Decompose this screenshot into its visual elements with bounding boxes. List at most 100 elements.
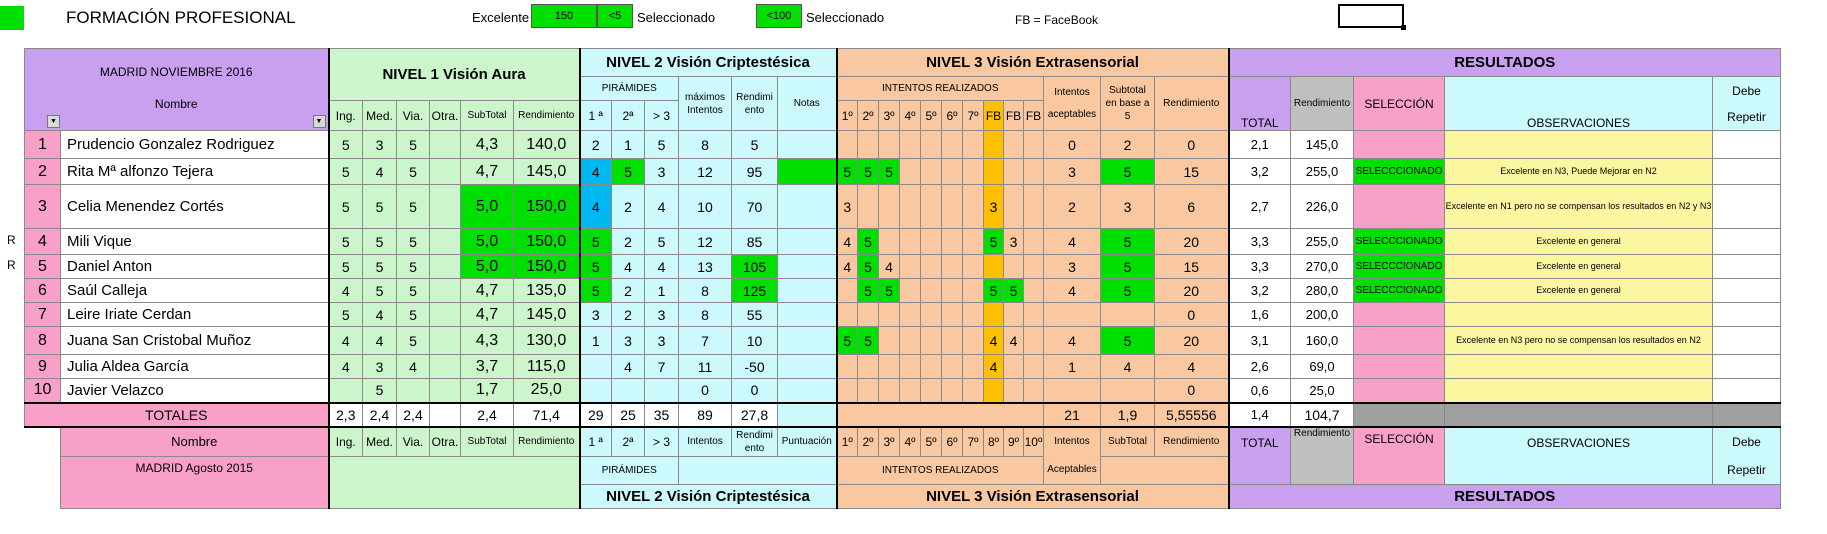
cell-i2[interactable] [857, 354, 879, 379]
cell-i5[interactable] [920, 378, 942, 403]
cell-subtotal[interactable]: 5,0 [460, 228, 514, 255]
cell-via[interactable]: 5 [396, 130, 430, 159]
filter-dropdown-icon[interactable]: ▼ [47, 115, 60, 128]
cell-rend-n3[interactable]: 15 [1154, 158, 1229, 185]
cell-subtotal-n3[interactable]: 5 [1100, 158, 1155, 185]
cell-seleccion[interactable] [1353, 326, 1445, 355]
cell-fb1[interactable] [983, 158, 1004, 185]
cell-med[interactable]: 5 [362, 184, 397, 229]
cell-observaciones[interactable] [1444, 302, 1713, 327]
cell-aceptables[interactable]: 4 [1043, 228, 1101, 255]
cell-subtotal-n3[interactable]: 5 [1100, 254, 1155, 279]
cell-rend-n2[interactable]: 5 [731, 130, 778, 159]
cell-fb2[interactable]: 5 [1003, 278, 1024, 303]
cell-aceptables[interactable] [1043, 302, 1101, 327]
cell-rend-n3[interactable]: 4 [1154, 354, 1229, 379]
cell-i5[interactable] [920, 326, 942, 355]
cell-fb2[interactable] [1003, 158, 1024, 185]
cell-aceptables[interactable]: 2 [1043, 184, 1101, 229]
cell-fb2[interactable]: 4 [1003, 326, 1024, 355]
cell-debe-repetir[interactable] [1712, 354, 1781, 379]
cell-i3[interactable]: 5 [878, 278, 900, 303]
cell-subtotal-n3[interactable] [1100, 302, 1155, 327]
row-number[interactable]: 3 [24, 184, 61, 229]
cell-rend-n2[interactable]: 10 [731, 326, 778, 355]
cell-i2[interactable]: 5 [857, 158, 879, 185]
cell-i2[interactable]: 5 [857, 278, 879, 303]
cell-seleccion[interactable]: SELECCCIONADO [1353, 228, 1445, 255]
cell-max[interactable]: 11 [678, 354, 732, 379]
cell-i1[interactable]: 4 [835, 254, 858, 279]
cell-i7[interactable] [962, 158, 984, 185]
cell-notas[interactable] [777, 378, 837, 403]
cell-i6[interactable] [941, 278, 963, 303]
cell-subtotal[interactable]: 5,0 [460, 184, 514, 229]
cell-i5[interactable] [920, 278, 942, 303]
cell-i2[interactable] [857, 378, 879, 403]
cell-p1[interactable]: 4 [578, 158, 612, 185]
cell-p3[interactable]: 1 [644, 278, 679, 303]
cell-rend-res[interactable]: 270,0 [1290, 254, 1354, 279]
cell-fb2[interactable] [1003, 254, 1024, 279]
cell-rend-res[interactable]: 160,0 [1290, 326, 1354, 355]
cell-debe-repetir[interactable] [1712, 184, 1781, 229]
cell-notas[interactable] [777, 158, 837, 185]
cell-otra[interactable] [429, 130, 461, 159]
student-name[interactable]: Juana San Cristobal Muñoz [60, 326, 329, 355]
cell-ing[interactable]: 5 [327, 254, 363, 279]
cell-fb3[interactable] [1023, 302, 1044, 327]
student-name[interactable]: Saúl Calleja [60, 278, 329, 303]
cell-p3[interactable]: 3 [644, 326, 679, 355]
cell-i4[interactable] [899, 254, 921, 279]
cell-p2[interactable]: 2 [611, 184, 645, 229]
cell-rend-n3[interactable]: 0 [1154, 302, 1229, 327]
cell-i7[interactable] [962, 228, 984, 255]
row-number[interactable]: 6 [24, 278, 61, 303]
cell-fb1[interactable]: 4 [983, 354, 1004, 379]
cell-otra[interactable] [429, 228, 461, 255]
cell-p2[interactable]: 1 [611, 130, 645, 159]
cell-seleccion[interactable] [1353, 354, 1445, 379]
cell-total[interactable]: 2,7 [1227, 184, 1291, 229]
cell-p2[interactable] [611, 378, 645, 403]
cell-otra[interactable] [429, 184, 461, 229]
cell-rend-n2[interactable]: -50 [731, 354, 778, 379]
cell-fb3[interactable] [1023, 378, 1044, 403]
active-cell-selection[interactable] [1338, 4, 1406, 30]
cell-via[interactable]: 5 [396, 254, 430, 279]
cell-rend-res[interactable]: 145,0 [1290, 130, 1354, 159]
cell-seleccion[interactable] [1353, 302, 1445, 327]
cell-fb3[interactable] [1023, 130, 1044, 159]
cell-fb1[interactable]: 5 [983, 278, 1004, 303]
cell-i1[interactable] [835, 302, 858, 327]
cell-observaciones[interactable] [1444, 378, 1713, 403]
cell-rend-res[interactable]: 200,0 [1290, 302, 1354, 327]
cell-seleccion[interactable]: SELECCCIONADO [1353, 158, 1445, 185]
cell-i5[interactable] [920, 130, 942, 159]
cell-i4[interactable] [899, 130, 921, 159]
student-name[interactable]: Prudencio Gonzalez Rodriguez [60, 130, 329, 159]
cell-i2[interactable] [857, 184, 879, 229]
cell-p3[interactable]: 4 [644, 254, 679, 279]
cell-med[interactable]: 5 [362, 228, 397, 255]
cell-fb3[interactable] [1023, 228, 1044, 255]
row-number[interactable]: 4 [24, 228, 61, 255]
cell-i2[interactable]: 5 [857, 326, 879, 355]
cell-notas[interactable] [777, 354, 837, 379]
cell-otra[interactable] [429, 302, 461, 327]
cell-i7[interactable] [962, 354, 984, 379]
cell-max[interactable]: 12 [678, 228, 732, 255]
cell-via[interactable]: 5 [396, 326, 430, 355]
cell-i1[interactable]: 4 [835, 228, 858, 255]
cell-rend-n3[interactable]: 6 [1154, 184, 1229, 229]
cell-i7[interactable] [962, 184, 984, 229]
cell-rend-n3[interactable]: 20 [1154, 326, 1229, 355]
cell-p2[interactable]: 2 [611, 278, 645, 303]
cell-i3[interactable]: 5 [878, 158, 900, 185]
cell-ing[interactable]: 5 [327, 158, 363, 185]
student-name[interactable]: Rita Mª alfonzo Tejera [60, 158, 329, 185]
cell-med[interactable]: 5 [362, 378, 397, 403]
cell-i3[interactable] [878, 302, 900, 327]
student-name[interactable]: Javier Velazco [60, 378, 329, 403]
cell-rend-res[interactable]: 280,0 [1290, 278, 1354, 303]
